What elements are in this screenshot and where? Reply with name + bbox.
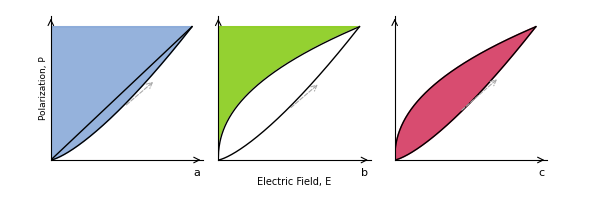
Text: b: b — [361, 168, 368, 178]
Polygon shape — [51, 27, 192, 160]
Text: a: a — [194, 168, 200, 178]
X-axis label: Electric Field, E: Electric Field, E — [257, 177, 332, 187]
Text: c: c — [538, 168, 544, 178]
Polygon shape — [218, 27, 359, 160]
Polygon shape — [395, 27, 536, 160]
Y-axis label: Polarization, P: Polarization, P — [39, 56, 48, 120]
Polygon shape — [218, 27, 359, 160]
